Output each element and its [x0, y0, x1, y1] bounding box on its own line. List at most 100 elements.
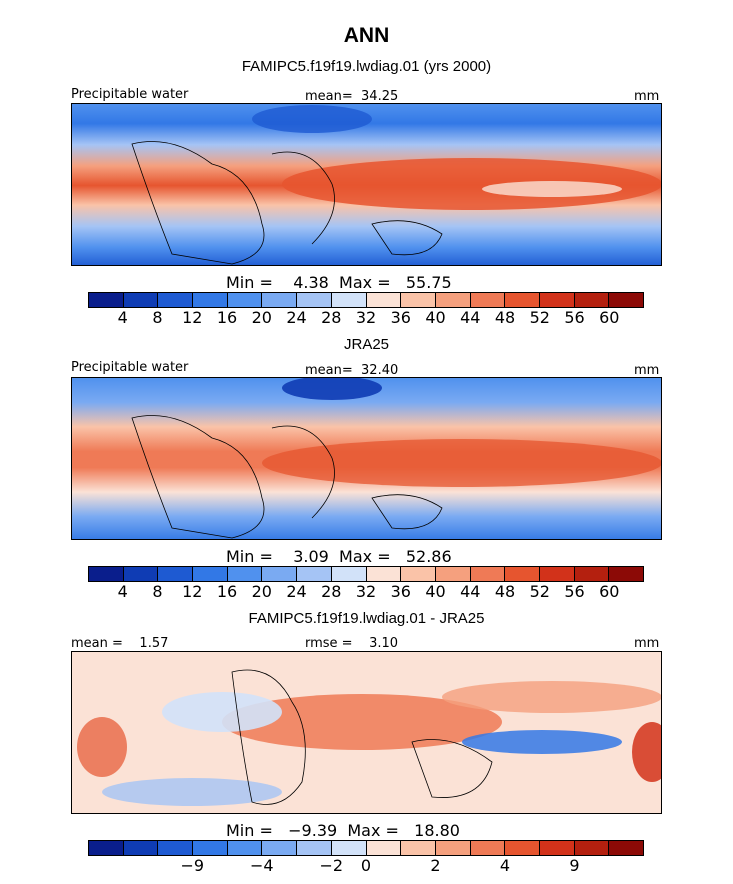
colorbar-swatch [539, 293, 575, 307]
panel2-units-label: mm [634, 363, 660, 378]
colorbar-swatch [574, 841, 610, 855]
colorbar-tick-label: 60 [599, 308, 620, 327]
colorbar-swatch [89, 841, 124, 855]
colorbar-tick-label: 32 [355, 582, 377, 601]
colorbar-tick-label: 20 [251, 308, 272, 327]
colorbar-swatch [505, 841, 540, 855]
panel1-colorbar-ticks: 4 8 12 16 20 24 28 32 36 40 44 48 52 56 60 [88, 308, 644, 327]
colorbar-swatch [262, 841, 298, 855]
colorbar-swatch [158, 567, 194, 581]
colorbar-swatch [89, 293, 124, 307]
colorbar-swatch [539, 567, 575, 581]
colorbar-swatch [435, 841, 471, 855]
colorbar-tick-label: 40 [425, 582, 446, 601]
colorbar-tick-label: 8 [152, 582, 163, 601]
colorbar-tick-label: 36 [390, 582, 411, 601]
figure-title: ANN [343, 24, 390, 47]
colorbar-tick-label: 9 [569, 856, 580, 875]
panel3-units-label: mm [634, 636, 660, 651]
colorbar-tick-label: 2 [430, 856, 441, 875]
colorbar-swatch [435, 293, 471, 307]
panel3-subtitle: FAMIPC5.f19f19.lwdiag.01 - JRA25 [248, 610, 485, 627]
colorbar-tick-label: 40 [425, 308, 446, 327]
colorbar-tick-label: 36 [390, 308, 411, 327]
colorbar-swatch [331, 293, 367, 307]
panel2-colorbar [88, 566, 644, 582]
colorbar-swatch [227, 841, 263, 855]
colorbar-swatch [158, 841, 194, 855]
colorbar-swatch [539, 841, 575, 855]
colorbar-tick-label: −9 [180, 856, 205, 875]
colorbar-tick-label: 52 [529, 582, 550, 601]
colorbar-swatch [609, 567, 643, 581]
colorbar-tick-label: 12 [182, 308, 203, 327]
colorbar-swatch [193, 567, 228, 581]
colorbar-tick-label: 28 [321, 308, 342, 327]
colorbar-swatch [470, 293, 506, 307]
colorbar-swatch [123, 841, 159, 855]
colorbar-swatch [262, 567, 298, 581]
colorbar-tick-label: 56 [564, 308, 585, 327]
colorbar-swatch [123, 567, 159, 581]
colorbar-tick-label: 4 [117, 308, 128, 327]
colorbar-tick-label: 24 [286, 582, 307, 601]
panel1-minmax: Min = 4.38 Max = 55.75 [226, 273, 452, 292]
colorbar-tick-label: 4 [499, 856, 511, 875]
colorbar-tick-label: 56 [564, 582, 585, 601]
panel3-minmax: Min = −9.39 Max = 18.80 [226, 821, 460, 840]
panel1-units-label: mm [634, 89, 660, 104]
colorbar-swatch [331, 841, 367, 855]
colorbar-tick-label: 60 [599, 582, 620, 601]
colorbar-tick-label: 44 [460, 308, 481, 327]
panel1-colorbar [88, 292, 644, 308]
colorbar-tick-label: 12 [182, 582, 203, 601]
colorbar-swatch [609, 841, 643, 855]
colorbar-swatch [297, 293, 332, 307]
colorbar-swatch [227, 567, 263, 581]
colorbar-tick-label: −4 [249, 856, 274, 875]
colorbar-tick-label: 32 [355, 308, 377, 327]
colorbar-swatch [401, 841, 436, 855]
colorbar-tick-label: 44 [460, 582, 481, 601]
colorbar-tick-label: 0 [360, 856, 372, 875]
panel3-colorbar-ticks: −9 −4 −2 0 2 4 9 [88, 856, 644, 875]
colorbar-tick-label: 48 [494, 308, 516, 327]
colorbar-swatch [470, 841, 506, 855]
colorbar-swatch [89, 567, 124, 581]
panel3-rmse-label: rmse = 3.10 [305, 636, 399, 651]
colorbar-swatch [297, 841, 332, 855]
panel3-mean-label: mean = 1.57 [71, 636, 169, 651]
colorbar-swatch [193, 841, 228, 855]
colorbar-swatch [227, 293, 263, 307]
panel2-minmax: Min = 3.09 Max = 52.86 [226, 547, 452, 566]
colorbar-swatch [609, 293, 643, 307]
colorbar-swatch [366, 293, 402, 307]
panel2-colorbar-ticks: 4 8 12 16 20 24 28 32 36 40 44 48 52 56 60 [88, 582, 644, 601]
colorbar-tick-label: 28 [321, 582, 342, 601]
colorbar-swatch [505, 567, 540, 581]
colorbar-swatch [401, 293, 436, 307]
panel2-variable-label: Precipitable water [71, 360, 189, 375]
panel3-map [71, 651, 662, 814]
colorbar-swatch [401, 567, 436, 581]
colorbar-swatch [574, 567, 610, 581]
panel1-subtitle: FAMIPC5.f19f19.lwdiag.01 (yrs 2000) [241, 58, 492, 75]
colorbar-swatch [366, 841, 402, 855]
colorbar-swatch [262, 293, 298, 307]
colorbar-tick-label: 24 [286, 308, 307, 327]
colorbar-tick-label: 52 [529, 308, 550, 327]
panel2-mean-label: mean= 32.40 [305, 363, 399, 378]
panel2-subtitle: JRA25 [343, 336, 390, 353]
colorbar-swatch [505, 293, 540, 307]
panel3-colorbar [88, 840, 644, 856]
colorbar-tick-label: −2 [319, 856, 344, 875]
panel2-map [71, 377, 662, 540]
colorbar-swatch [297, 567, 332, 581]
colorbar-tick-label: 4 [117, 582, 128, 601]
colorbar-swatch [158, 293, 194, 307]
panel1-mean-label: mean= 34.25 [305, 89, 399, 104]
colorbar-tick-label: 48 [494, 582, 516, 601]
colorbar-swatch [193, 293, 228, 307]
panel1-map [71, 103, 662, 266]
colorbar-tick-label: 20 [251, 582, 272, 601]
